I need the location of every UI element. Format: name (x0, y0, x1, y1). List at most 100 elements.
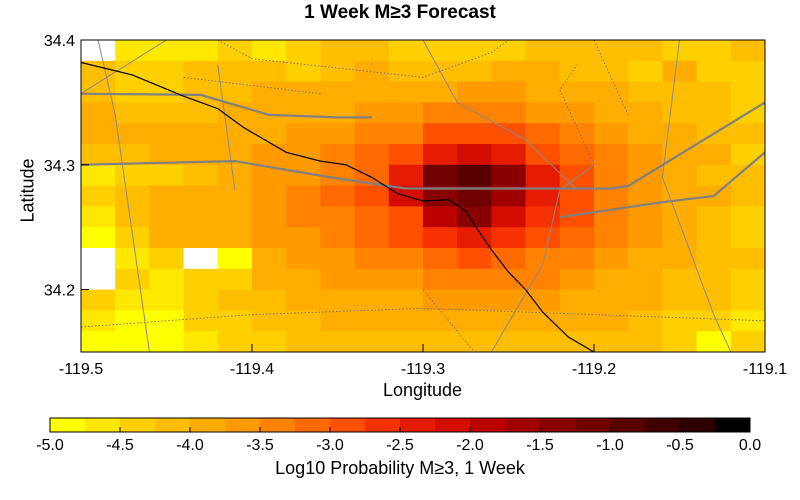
colorbar-swatch (400, 418, 436, 432)
heatmap-cell (81, 289, 116, 311)
heatmap-cell (149, 60, 185, 83)
heatmap-cell (594, 289, 629, 311)
colorbar-tick-label: -4.5 (106, 437, 134, 454)
heatmap-cell (559, 248, 595, 270)
heatmap-cell (115, 81, 150, 103)
heatmap-cell (115, 185, 150, 207)
heatmap-cell (559, 206, 595, 228)
heatmap-cell (491, 144, 527, 166)
heatmap-cell (388, 227, 424, 249)
heatmap-cell (388, 310, 424, 332)
heatmap-cell (525, 248, 561, 270)
heatmap-cell (81, 40, 116, 62)
heatmap-cell (423, 268, 458, 291)
heatmap-cell (320, 123, 356, 145)
heatmap-cell (730, 123, 766, 145)
heatmap-cell (115, 144, 150, 166)
heatmap-cell (491, 164, 527, 187)
heatmap-cell (491, 81, 527, 103)
heatmap-cell (662, 206, 698, 228)
colorbar-tick-label: 0.0 (739, 437, 761, 454)
heatmap-cell (628, 144, 663, 166)
heatmap-cell (149, 268, 185, 291)
colorbar-swatch (155, 418, 191, 432)
colorbar-swatch (225, 418, 261, 432)
heatmap-cell (594, 81, 629, 103)
heatmap-cell (81, 144, 116, 166)
heatmap-cell (423, 206, 458, 228)
heatmap-cell (252, 40, 287, 62)
heatmap-cell (252, 289, 287, 311)
heatmap-cell (81, 185, 116, 207)
heatmap-cell (491, 310, 527, 332)
colorbar-swatch (50, 418, 86, 432)
heatmap-cell (354, 248, 390, 270)
x-tick-label: -119.1 (743, 361, 787, 378)
heatmap-cell (491, 102, 527, 124)
colorbar-swatch (610, 418, 646, 432)
heatmap-cell (423, 185, 458, 207)
heatmap-cell (559, 268, 595, 291)
heatmap-cell (628, 40, 663, 62)
heatmap-cell (457, 331, 492, 353)
heatmap-cell (423, 144, 458, 166)
colorbar-swatch (190, 418, 226, 432)
colorbar-swatch (85, 418, 121, 432)
heatmap-cell (628, 289, 663, 311)
heatmap-cell (115, 123, 150, 145)
heatmap-cell (457, 164, 492, 187)
colorbar-swatch (365, 418, 401, 432)
heatmap-cell (252, 144, 287, 166)
heatmap-cell (320, 40, 356, 62)
heatmap-cell (217, 164, 253, 187)
heatmap-cell (662, 310, 698, 332)
heatmap-cell (81, 81, 116, 103)
heatmap-cell (696, 310, 732, 332)
heatmap-cell (252, 310, 287, 332)
heatmap-cell (594, 60, 629, 83)
heatmap-cell (81, 123, 116, 145)
heatmap-cell (252, 206, 287, 228)
heatmap-cell (457, 102, 492, 124)
heatmap-cell (115, 164, 150, 187)
heatmap-cell (354, 81, 390, 103)
heatmap-cell (594, 227, 629, 249)
heatmap-cell (559, 81, 595, 103)
heatmap-cell (217, 248, 253, 270)
fault-line (97, 40, 150, 352)
heatmap-cell (286, 164, 321, 187)
heatmap-cell (354, 268, 390, 291)
heatmap-cell (115, 268, 150, 291)
heatmap-cell (423, 331, 458, 353)
heatmap-cell (252, 331, 287, 353)
colorbar-swatch (715, 418, 751, 432)
heatmap-cell (457, 81, 492, 103)
heatmap-cell (628, 185, 663, 207)
heatmap-cell (662, 185, 698, 207)
colorbar-label: Log10 Probability M≥3, 1 Week (275, 458, 525, 478)
heatmap-cell (730, 60, 766, 83)
heatmap-cell (183, 144, 219, 166)
heatmap-cell (662, 81, 698, 103)
heatmap-cell (662, 248, 698, 270)
heatmap-cell (696, 206, 732, 228)
heatmap-cell (115, 102, 150, 124)
colorbar-tick-label: -2.5 (386, 437, 414, 454)
fault-line (422, 40, 578, 191)
heatmap-cell (354, 206, 390, 228)
heatmap-cell (388, 81, 424, 103)
heatmap-cell (525, 331, 561, 353)
heatmap-cell (286, 289, 321, 311)
colorbar-swatch (540, 418, 576, 432)
highway-line (81, 92, 372, 119)
heatmap-cell (594, 102, 629, 124)
coastline (81, 61, 595, 352)
heatmap-cell (594, 268, 629, 291)
heatmap-cell (696, 289, 732, 311)
heatmap-cell (354, 144, 390, 166)
heatmap-cell (457, 40, 492, 62)
heatmap-cell (730, 310, 766, 332)
heatmap-cell (217, 289, 253, 311)
colorbar: -5.0 -4.5 -4.0 -3.5 -3.0 -2.5 -2.0 -1.5 -1.0 -0.5… (36, 417, 761, 454)
heatmap-cell (149, 164, 185, 187)
